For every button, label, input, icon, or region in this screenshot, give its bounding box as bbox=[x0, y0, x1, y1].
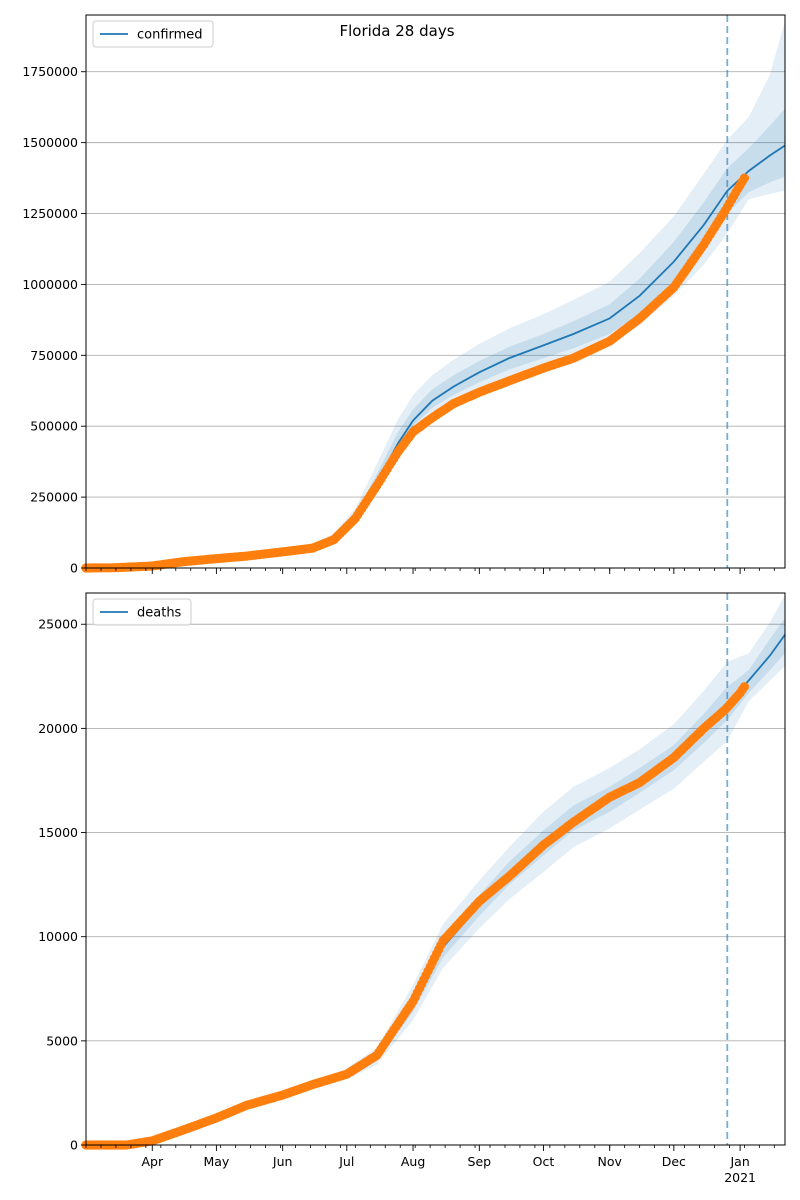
y-tick-label: 15000 bbox=[38, 825, 78, 840]
observed-point bbox=[739, 682, 750, 692]
x-tick-label: Sep bbox=[468, 1154, 492, 1169]
x-tick-label: Oct bbox=[533, 1154, 555, 1169]
observed-point bbox=[739, 173, 750, 183]
y-tick-label: 250000 bbox=[30, 490, 78, 505]
y-tick-label: 500000 bbox=[30, 419, 78, 434]
x-axis-ticks: Apr May Jun Jul Aug Sep Oct Nov Dec Jan bbox=[85, 1145, 775, 1169]
observed-points bbox=[81, 173, 750, 573]
panel-deaths: 0 5000 10000 15000 20000 25000 Apr May Jun Jul Au… bbox=[38, 592, 786, 1185]
plot-frame bbox=[85, 592, 786, 1146]
x-tick-label: Dec bbox=[662, 1154, 686, 1169]
x-tick-label: Nov bbox=[598, 1154, 623, 1169]
y-tick-label: 1500000 bbox=[22, 135, 78, 150]
y-tick-label: 0 bbox=[70, 1138, 78, 1153]
legend-label: deaths bbox=[137, 606, 182, 621]
x-axis-year-label: 2021 bbox=[724, 1170, 756, 1185]
y-tick-label: 25000 bbox=[38, 617, 78, 632]
x-tick-label: Jun bbox=[272, 1154, 293, 1169]
y-tick-label: 10000 bbox=[38, 929, 78, 944]
y-tick-label: 20000 bbox=[38, 721, 78, 736]
legend-box bbox=[92, 598, 192, 626]
y-tick-label: 1750000 bbox=[22, 64, 78, 79]
plot-frame bbox=[85, 14, 786, 569]
x-tick-label: May bbox=[203, 1154, 229, 1169]
uncertainty-band bbox=[346, 595, 785, 1080]
legend-confirmed: confirmed bbox=[92, 20, 214, 48]
y-tick-label: 5000 bbox=[46, 1033, 78, 1048]
legend-label: confirmed bbox=[137, 28, 203, 43]
y-tick-label: 1250000 bbox=[22, 206, 78, 221]
y-axis-ticks: 0 250000 500000 750000 1000000 1250000 1500000… bbox=[22, 64, 86, 576]
x-axis-ticks bbox=[85, 568, 775, 574]
axes-frame bbox=[85, 592, 786, 1146]
observed-points bbox=[81, 682, 750, 1150]
panel-confirmed: 0 250000 500000 750000 1000000 1250000 1500000… bbox=[22, 14, 786, 576]
y-tick-label: 0 bbox=[70, 561, 78, 576]
y-tick-label: 1000000 bbox=[22, 277, 78, 292]
x-tick-label: Jan bbox=[729, 1154, 749, 1169]
x-tick-label: Aug bbox=[401, 1154, 425, 1169]
uncertainty-bands bbox=[282, 20, 785, 556]
uncertainty-band bbox=[282, 20, 785, 556]
legend-deaths: deaths bbox=[92, 598, 192, 626]
axes-frame bbox=[85, 14, 786, 569]
legend-box bbox=[92, 20, 214, 48]
x-tick-label: Apr bbox=[141, 1154, 163, 1169]
y-axis-ticks: 0 5000 10000 15000 20000 25000 bbox=[38, 617, 86, 1153]
uncertainty-bands bbox=[346, 595, 785, 1080]
chart-title: Florida 28 days bbox=[339, 22, 454, 40]
x-tick-label: Jul bbox=[338, 1154, 354, 1169]
y-tick-label: 750000 bbox=[30, 348, 78, 363]
